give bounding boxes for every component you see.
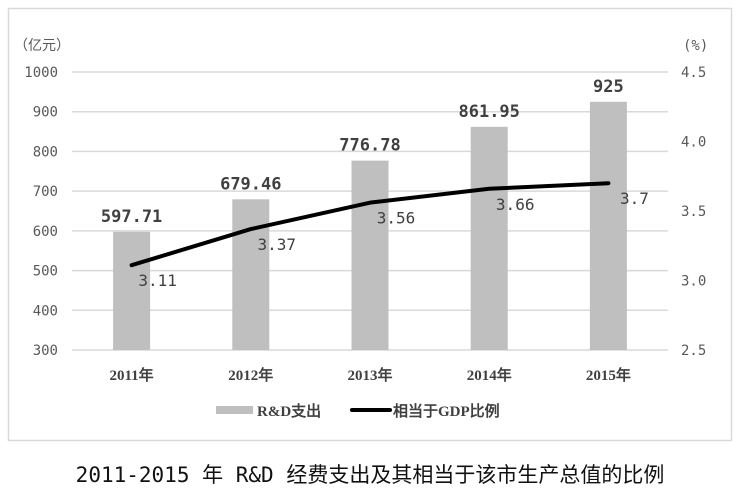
- right-tick-label: 3.5: [681, 204, 706, 220]
- line-data-label: 3.66: [496, 195, 535, 214]
- bar-data-label: 861.95: [458, 102, 519, 122]
- bar: [351, 160, 389, 350]
- left-tick-label: 300: [33, 343, 58, 359]
- bar-data-label: 679.46: [220, 174, 281, 194]
- legend-label-line: 相当于GDP比例: [393, 402, 500, 420]
- left-axis-unit: （亿元）: [14, 38, 70, 54]
- line-data-label: 3.11: [138, 271, 177, 290]
- bar-data-label: 597.71: [101, 207, 162, 227]
- left-tick-label: 1000: [24, 65, 58, 81]
- left-tick-label: 500: [33, 264, 58, 280]
- left-tick-label: 600: [33, 224, 58, 240]
- left-tick-label: 800: [33, 144, 58, 160]
- category-label: 2011年: [110, 366, 154, 384]
- right-axis-unit: (%): [683, 38, 708, 54]
- bar: [232, 199, 270, 350]
- left-tick-label: 700: [33, 184, 58, 200]
- bar: [589, 101, 627, 351]
- left-tick-label: 400: [33, 303, 58, 319]
- legend-swatch-bar: [216, 406, 253, 414]
- bar: [113, 231, 151, 350]
- category-label: 2013年: [347, 366, 392, 384]
- left-tick-label: 900: [33, 105, 58, 121]
- line-data-label: 3.56: [377, 209, 416, 228]
- chart-caption: 2011-2015 年 R&D 经费支出及其相当于该市生产总值的比例: [76, 463, 665, 487]
- right-tick-label: 4.0: [681, 135, 706, 151]
- bar: [470, 126, 508, 351]
- legend-label-bar: R&D支出: [257, 402, 321, 420]
- category-label: 2014年: [467, 366, 512, 384]
- right-tick-label: 3.0: [681, 274, 706, 290]
- line-data-label: 3.7: [620, 189, 649, 208]
- category-label: 2012年: [228, 366, 273, 384]
- line-data-label: 3.37: [258, 235, 297, 254]
- series-line: [129, 181, 611, 268]
- legend: R&D支出 相当于GDP比例: [216, 402, 500, 420]
- right-tick-label: 2.5: [681, 343, 706, 359]
- bar-data-label: 776.78: [339, 136, 400, 156]
- bar-data-label: 925: [593, 77, 624, 97]
- right-tick-label: 4.5: [681, 65, 706, 81]
- category-label: 2015年: [586, 366, 631, 384]
